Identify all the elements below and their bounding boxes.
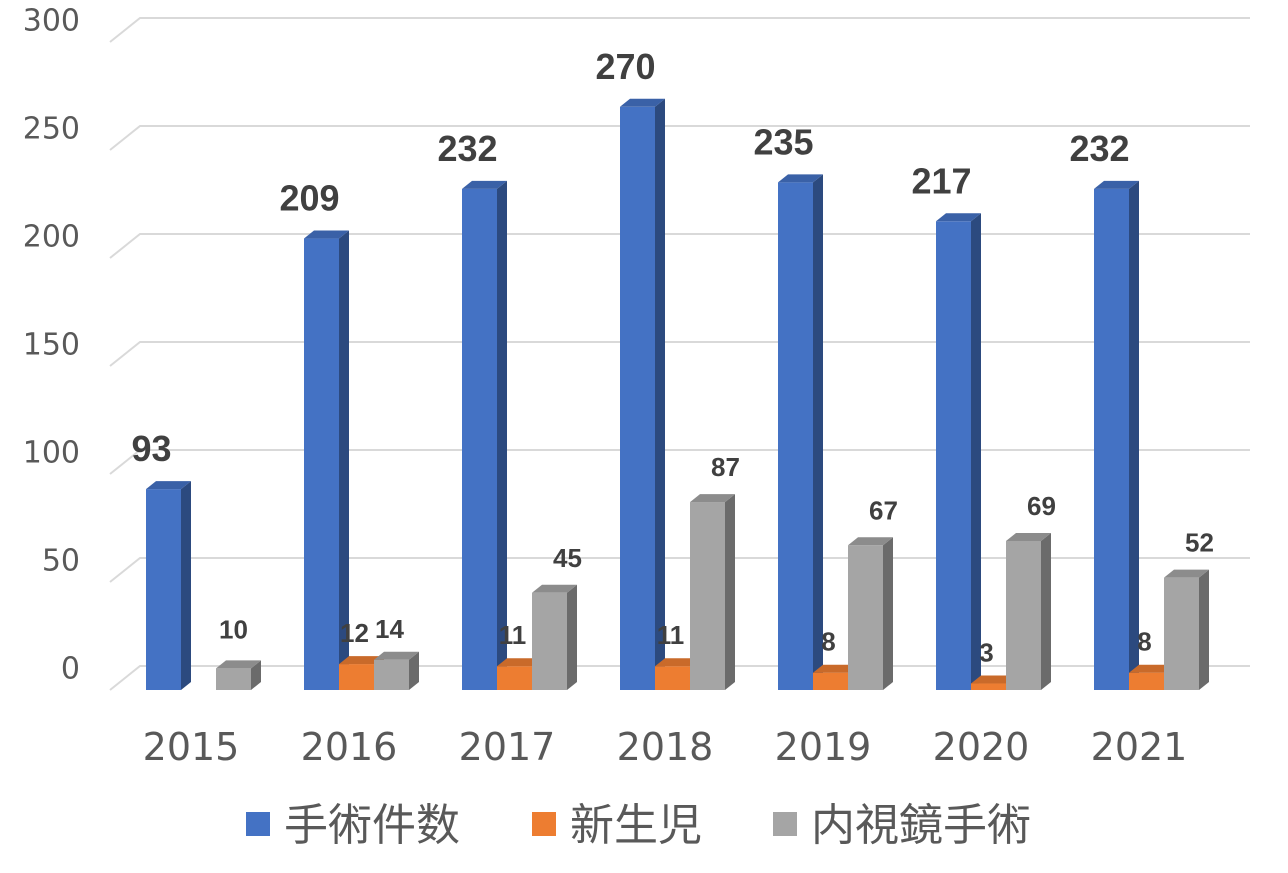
data-label: 232 [437, 128, 497, 169]
data-label: 232 [1069, 128, 1129, 169]
y-tick-label: 300 [23, 4, 80, 39]
legend-swatch [773, 812, 797, 836]
x-axis: 2015 2016 2017 2018 2019 2020 2021 [143, 725, 1188, 769]
bar [374, 651, 419, 690]
data-label: 52 [1185, 528, 1214, 558]
gridline [109, 557, 1250, 583]
bar [620, 98, 665, 691]
bar [1164, 569, 1209, 690]
data-label: 11 [657, 620, 685, 650]
legend-item: 手術件数 [246, 800, 460, 851]
data-label: 3 [979, 638, 993, 668]
bar [216, 660, 261, 690]
data-label: 69 [1027, 491, 1056, 521]
legend: 手術件数 新生児 内視鏡手術 [246, 800, 1031, 851]
gridline [109, 341, 1250, 367]
x-tick-label: 2017 [459, 725, 556, 769]
y-tick-label: 250 [23, 112, 80, 147]
legend-label: 手術件数 [284, 800, 460, 851]
data-labels: 93 10 209 12 14 232 11 45 270 11 87 235 8 67 217 3 69 232… [131, 46, 1213, 668]
y-tick-label: 200 [23, 220, 80, 255]
legend-swatch [246, 812, 270, 836]
bar [1006, 532, 1051, 690]
data-label: 10 [219, 614, 248, 644]
x-tick-label: 2015 [143, 725, 240, 769]
legend-label: 内視鏡手術 [811, 800, 1031, 851]
gridline [109, 449, 1250, 475]
y-tick-label: 0 [61, 652, 80, 687]
data-label: 93 [131, 428, 171, 469]
bar [936, 213, 981, 690]
data-label: 209 [279, 178, 339, 219]
data-label: 67 [869, 495, 898, 525]
legend-label: 新生児 [570, 800, 702, 851]
gridlines [109, 17, 1250, 691]
bar [778, 174, 823, 690]
bar [304, 230, 349, 690]
legend-swatch [532, 812, 556, 836]
bar [1094, 180, 1139, 690]
bar [690, 494, 735, 690]
bars [146, 98, 1209, 691]
x-tick-label: 2020 [933, 725, 1030, 769]
bar [146, 481, 191, 690]
data-label: 87 [711, 452, 740, 482]
bar [532, 584, 577, 690]
data-label: 14 [375, 614, 404, 644]
legend-item: 新生児 [532, 800, 702, 851]
x-tick-label: 2019 [775, 725, 872, 769]
y-tick-label: 150 [23, 328, 80, 363]
bar [462, 180, 507, 690]
x-tick-label: 2021 [1091, 725, 1188, 769]
y-tick-label: 100 [23, 436, 80, 471]
y-axis: 0 50 100 150 200 250 300 [23, 4, 80, 687]
data-label: 8 [1137, 627, 1151, 657]
data-label: 8 [821, 627, 835, 657]
y-tick-label: 50 [42, 544, 80, 579]
gridline [109, 233, 1250, 259]
data-label: 45 [553, 543, 582, 573]
data-label: 235 [753, 121, 813, 162]
data-label: 270 [595, 46, 655, 87]
x-tick-label: 2018 [617, 725, 714, 769]
data-label: 217 [911, 160, 971, 201]
data-label: 11 [499, 620, 527, 650]
gridline [109, 125, 1250, 151]
x-tick-label: 2016 [301, 725, 398, 769]
bar [848, 537, 893, 690]
data-label: 12 [340, 618, 369, 648]
gridline [109, 17, 1250, 43]
legend-item: 内視鏡手術 [773, 800, 1031, 851]
